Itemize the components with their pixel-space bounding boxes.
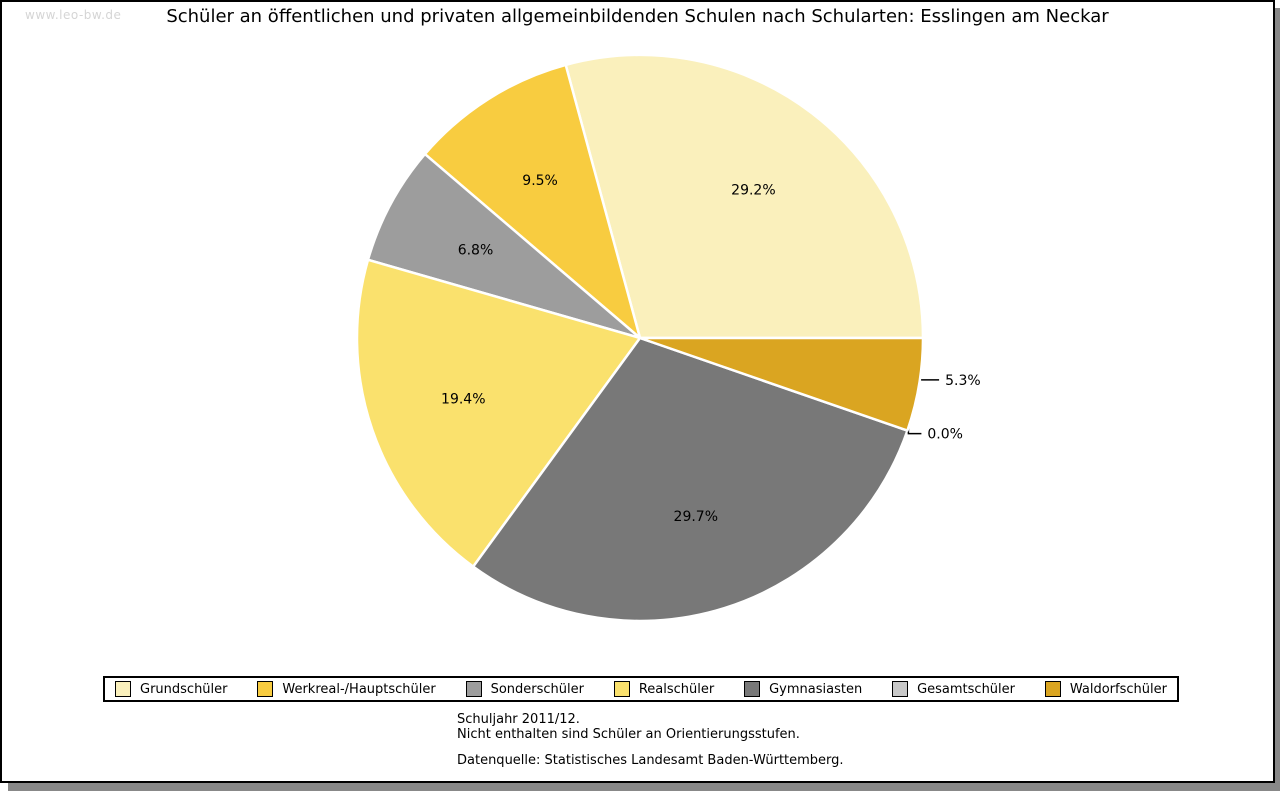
legend-swatch-5	[892, 681, 909, 697]
legend-item-5: Gesamtschüler	[892, 681, 1015, 697]
pie-slice-1	[423, 63, 642, 340]
footnote: Schuljahr 2011/12. Nicht enthalten sind …	[457, 712, 800, 742]
legend-item-6: Waldorfschüler	[1044, 681, 1167, 697]
pie-slice-label-6: 5.3%	[945, 373, 981, 389]
chart-title: Schüler an öffentlichen und privaten all…	[166, 6, 1109, 27]
pie-slice-label-0: 29.2%	[731, 183, 775, 199]
legend-swatch-3	[613, 681, 630, 697]
pie-slice-label-4: 29.7%	[674, 509, 718, 525]
legend-item-0: Grundschüler	[115, 681, 228, 697]
legend-label-0: Grundschüler	[140, 681, 228, 697]
legend-swatch-2	[465, 681, 482, 697]
legend-label-4: Gymnasiasten	[769, 681, 863, 697]
pie-slice-label-2: 6.8%	[458, 243, 494, 259]
footnote-line-1: Schuljahr 2011/12.	[457, 712, 580, 727]
legend: Grundschüler Werkreal-/Hauptschüler Sonder…	[103, 676, 1179, 702]
legend-swatch-1	[257, 681, 274, 697]
legend-swatch-0	[115, 681, 131, 697]
footnote-line-2: Nicht enthalten sind Schüler an Orientie…	[457, 727, 800, 742]
legend-label-2: Sonderschüler	[490, 681, 584, 697]
watermark: www.leo-bw.de	[25, 8, 122, 22]
legend-swatch-6	[1044, 681, 1061, 697]
pie-slice-0	[564, 53, 925, 340]
legend-item-4: Gymnasiasten	[744, 681, 862, 697]
legend-item-1: Werkreal-/Hauptschüler	[257, 681, 436, 697]
data-source-note: Datenquelle: Statistisches Landesamt Bad…	[457, 753, 844, 768]
pie-slice-label-5: 0.0%	[927, 427, 963, 443]
legend-label-6: Waldorfschüler	[1069, 681, 1167, 697]
legend-label-5: Gesamtschüler	[917, 681, 1016, 697]
pie-slice-4	[471, 336, 909, 623]
pie-slice-label-1: 9.5%	[522, 173, 558, 189]
legend-label-3: Realschüler	[638, 681, 715, 697]
pie-slice-2	[366, 152, 642, 340]
pie-slice-3	[355, 258, 642, 568]
pie-chart: 29.2% 9.5% 6.8% 19.4% 29.7% 0.0% 5.3%	[355, 53, 981, 623]
legend-label-1: Werkreal-/Hauptschüler	[282, 681, 436, 697]
pie-slice-label-3: 19.4%	[441, 392, 485, 408]
legend-item-2: Sonderschüler	[465, 681, 584, 697]
pie-slice-6	[638, 336, 925, 432]
legend-swatch-4	[744, 681, 761, 697]
legend-item-3: Realschüler	[613, 681, 715, 697]
